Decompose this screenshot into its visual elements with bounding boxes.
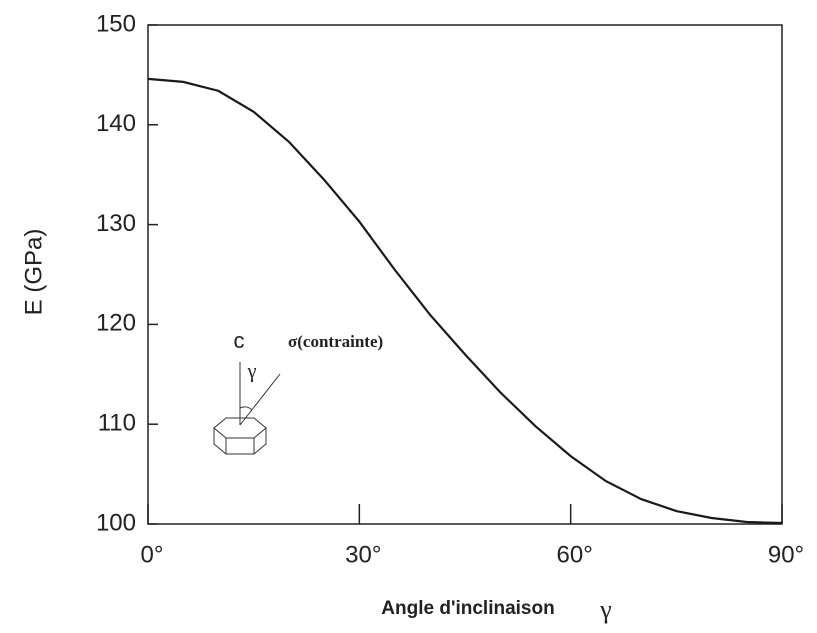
crystal-inset — [213, 362, 281, 455]
plot-frame — [147, 24, 783, 525]
y-tick-label: 120 — [96, 310, 136, 337]
stress-direction — [239, 373, 281, 426]
x-tick-label: 90° — [768, 541, 804, 568]
x-tick-label: 60° — [557, 541, 593, 568]
y-axis-label: E (GPa) — [20, 229, 47, 316]
y-tick-label: 130 — [96, 210, 136, 237]
y-tick-label: 110 — [98, 410, 136, 437]
prism-sides — [213, 428, 267, 455]
y-tick-label: 100 — [96, 509, 136, 536]
y-tick-label: 140 — [96, 110, 136, 137]
x-axis-label: Angle d'inclinaison — [381, 598, 554, 619]
annotation: c — [234, 328, 245, 353]
x-axis-symbol: γ — [599, 595, 612, 624]
y-tick-label: 150 — [96, 10, 136, 37]
x-tick-label: 0° — [141, 541, 164, 568]
annotation: σ(contrainte) — [288, 332, 383, 351]
angle-arc — [239, 406, 253, 411]
annotation: γ — [247, 361, 257, 383]
line — [147, 77, 783, 525]
x-tick-label: 30° — [345, 541, 381, 568]
